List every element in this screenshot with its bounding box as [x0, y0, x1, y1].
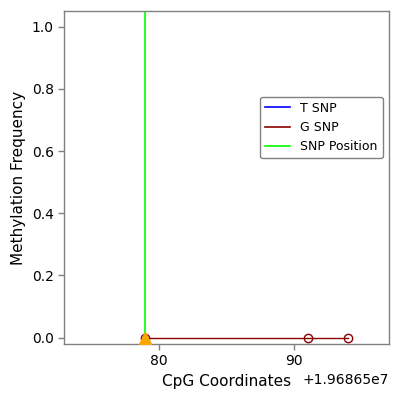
Legend: T SNP, G SNP, SNP Position: T SNP, G SNP, SNP Position [260, 97, 383, 158]
Y-axis label: Methylation Frequency: Methylation Frequency [11, 90, 26, 264]
X-axis label: CpG Coordinates: CpG Coordinates [162, 374, 291, 389]
